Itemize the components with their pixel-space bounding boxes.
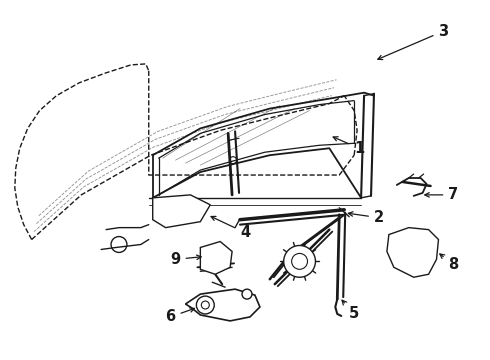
Text: 7: 7 — [425, 188, 459, 202]
Text: 2: 2 — [348, 210, 384, 225]
Circle shape — [242, 289, 252, 299]
Text: 5: 5 — [342, 300, 359, 321]
Text: 6: 6 — [166, 308, 195, 324]
Text: 1: 1 — [333, 137, 364, 156]
Circle shape — [284, 246, 316, 277]
Polygon shape — [200, 242, 232, 274]
Polygon shape — [387, 228, 439, 277]
Polygon shape — [153, 195, 210, 228]
Text: 9: 9 — [171, 252, 201, 267]
Text: 8: 8 — [440, 254, 459, 272]
Text: 3: 3 — [378, 24, 448, 59]
Circle shape — [196, 296, 214, 314]
Polygon shape — [185, 289, 260, 321]
Text: 4: 4 — [211, 216, 250, 240]
